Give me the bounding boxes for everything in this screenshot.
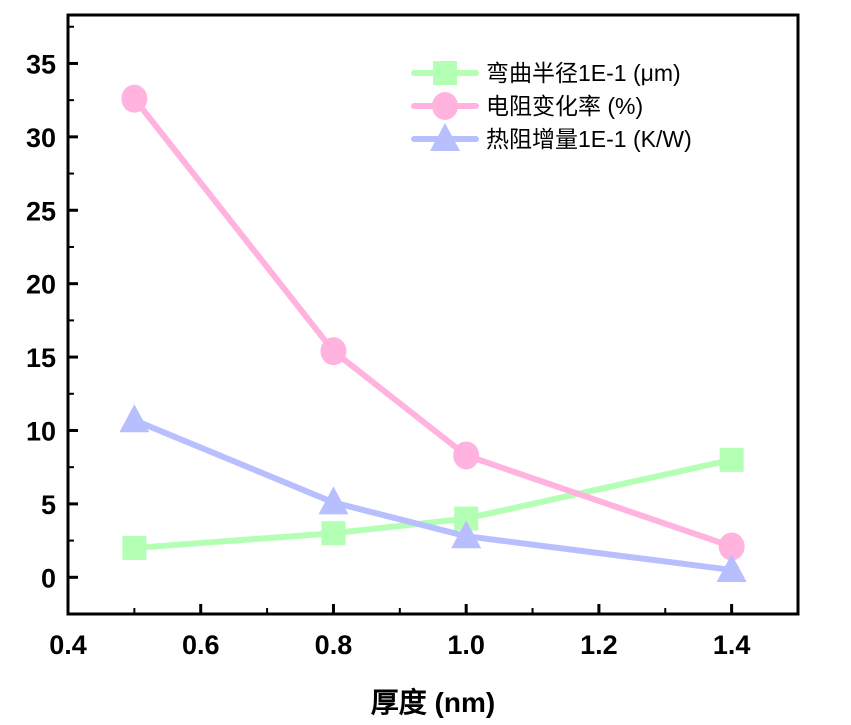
data-point	[320, 337, 347, 366]
legend-label: 弯曲半径1E-1 (μm)	[486, 60, 681, 86]
data-point	[121, 84, 148, 113]
legend: 弯曲半径1E-1 (μm) 电阻变化率 (%) 热阻增量1E-1 (K/W)	[411, 60, 692, 152]
y-tick-label: 15	[26, 343, 56, 373]
axes-frame	[66, 13, 800, 616]
x-tick-label: 1.0	[447, 630, 485, 660]
y-tick-label: 35	[26, 49, 56, 79]
legend-label: 电阻变化率 (%)	[486, 93, 643, 119]
data-point	[122, 535, 147, 560]
series-3	[119, 404, 747, 582]
data-point	[716, 553, 747, 582]
legend-marker	[432, 92, 458, 120]
legend-item: 电阻变化率 (%)	[411, 92, 643, 120]
plot-marks	[119, 84, 747, 582]
data-point	[451, 520, 482, 549]
data-point	[453, 441, 480, 470]
x-tick-label: 0.8	[315, 630, 353, 660]
y-tick-label: 5	[41, 490, 56, 520]
x-tick-label: 0.6	[182, 630, 220, 660]
data-point	[718, 532, 745, 561]
data-point	[454, 506, 479, 531]
series-line	[132, 96, 733, 550]
legend-marker	[430, 123, 460, 151]
series-2	[121, 84, 745, 561]
y-tick-label: 10	[26, 416, 56, 446]
legend-label: 热阻增量1E-1 (K/W)	[486, 126, 692, 152]
y-tick-label: 0	[41, 563, 56, 593]
y-tick-label: 20	[26, 270, 56, 300]
x-tick-label: 1.2	[580, 630, 618, 660]
series-line	[133, 417, 733, 573]
data-point	[719, 447, 744, 472]
data-point	[318, 486, 349, 515]
legend-item: 热阻增量1E-1 (K/W)	[411, 123, 692, 152]
x-axis-label: 厚度 (nm)	[371, 687, 495, 718]
data-point	[321, 521, 346, 546]
legend-item: 弯曲半径1E-1 (μm)	[411, 60, 681, 86]
y-tick-label: 25	[26, 196, 56, 226]
y-tick-label: 30	[26, 123, 56, 153]
legend-marker	[433, 61, 457, 85]
x-tick-label: 0.4	[49, 630, 87, 660]
series-1	[122, 447, 744, 560]
axis-ticks: 0.4 0.6 0.8 1.0 1.2 1.4 0 5 10 15 20 25 30 35	[26, 25, 751, 660]
data-point	[119, 404, 150, 433]
series-line	[134, 456, 733, 551]
x-tick-label: 1.4	[713, 630, 751, 660]
